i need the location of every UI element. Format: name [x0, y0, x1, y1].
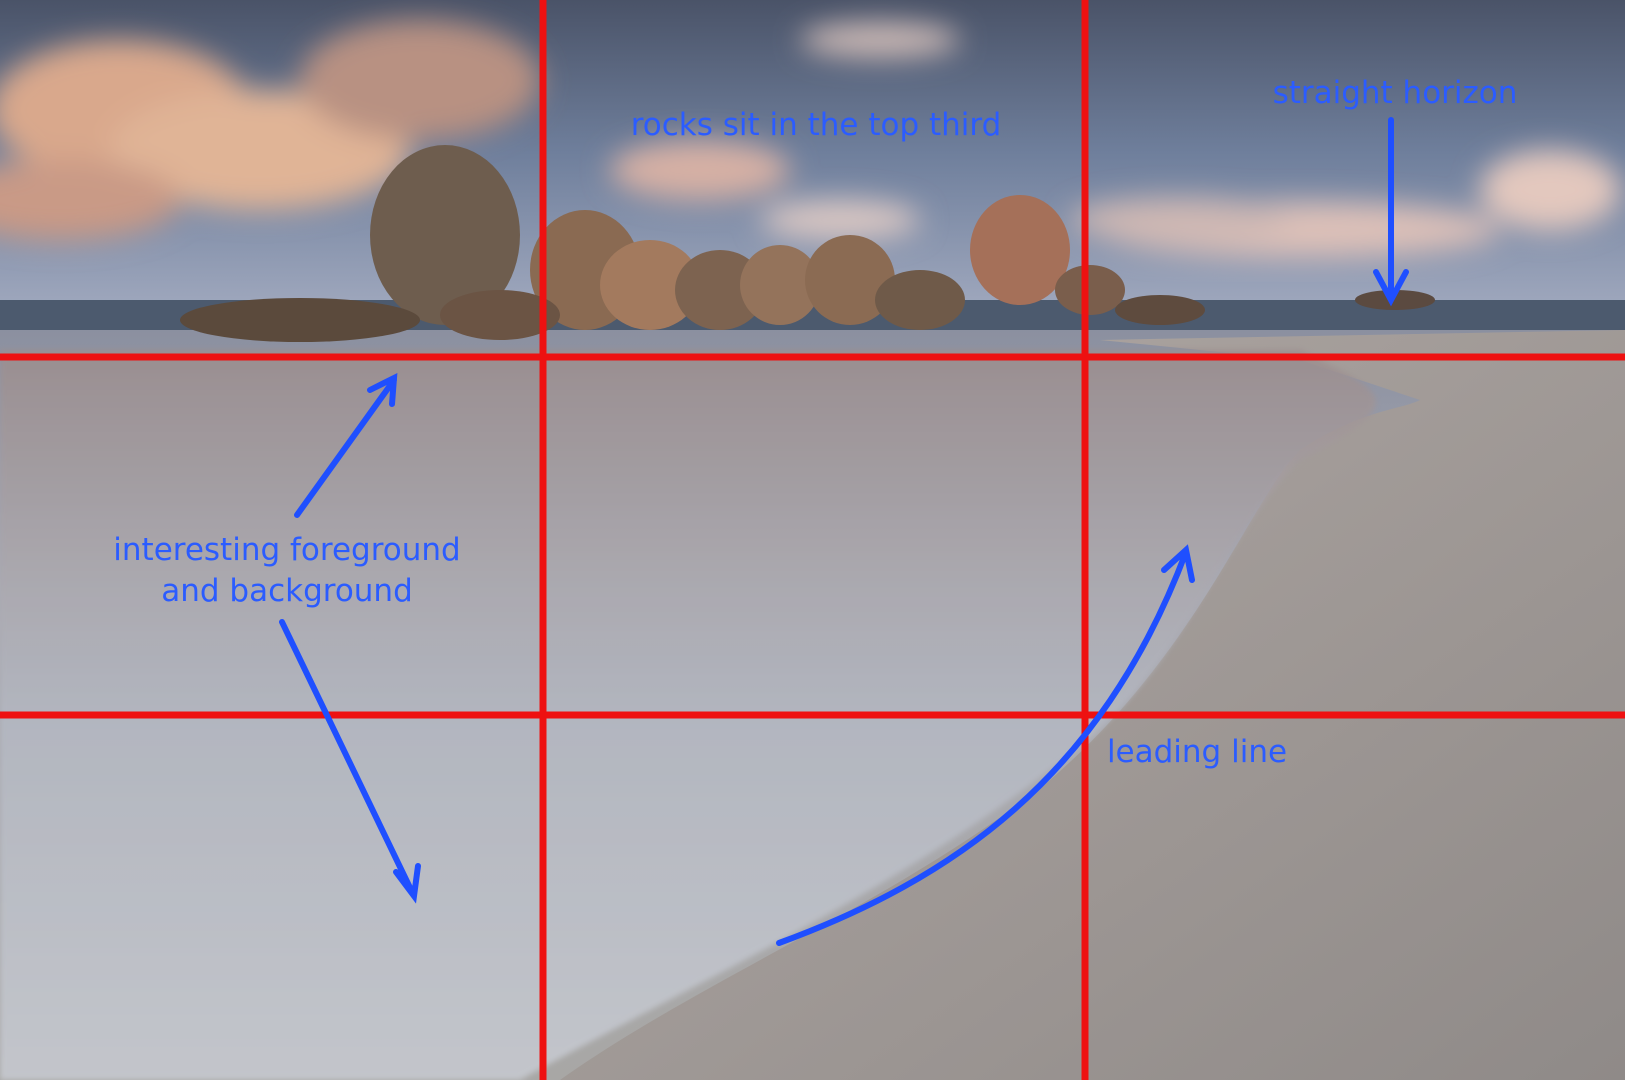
cloud: [300, 20, 540, 140]
cloud: [1070, 198, 1290, 242]
rock: [180, 298, 420, 342]
annotation: straight horizon: [1273, 75, 1518, 111]
rock: [875, 270, 965, 330]
cloud: [760, 200, 920, 240]
rock: [1115, 295, 1205, 325]
annotation: rocks sit in the top third: [631, 107, 1002, 143]
annotation: leading line: [1107, 734, 1287, 770]
cloud: [1480, 150, 1620, 230]
annotation: interesting foreground: [113, 532, 460, 568]
annotated-photo: rocks sit in the top third straight hori…: [0, 0, 1625, 1080]
annotation: and background: [161, 573, 413, 609]
cloud: [800, 22, 960, 58]
rock: [1055, 265, 1125, 315]
cloud: [610, 140, 790, 200]
page: rocks sit in the top third straight hori…: [0, 0, 1625, 1080]
rock: [970, 195, 1070, 305]
